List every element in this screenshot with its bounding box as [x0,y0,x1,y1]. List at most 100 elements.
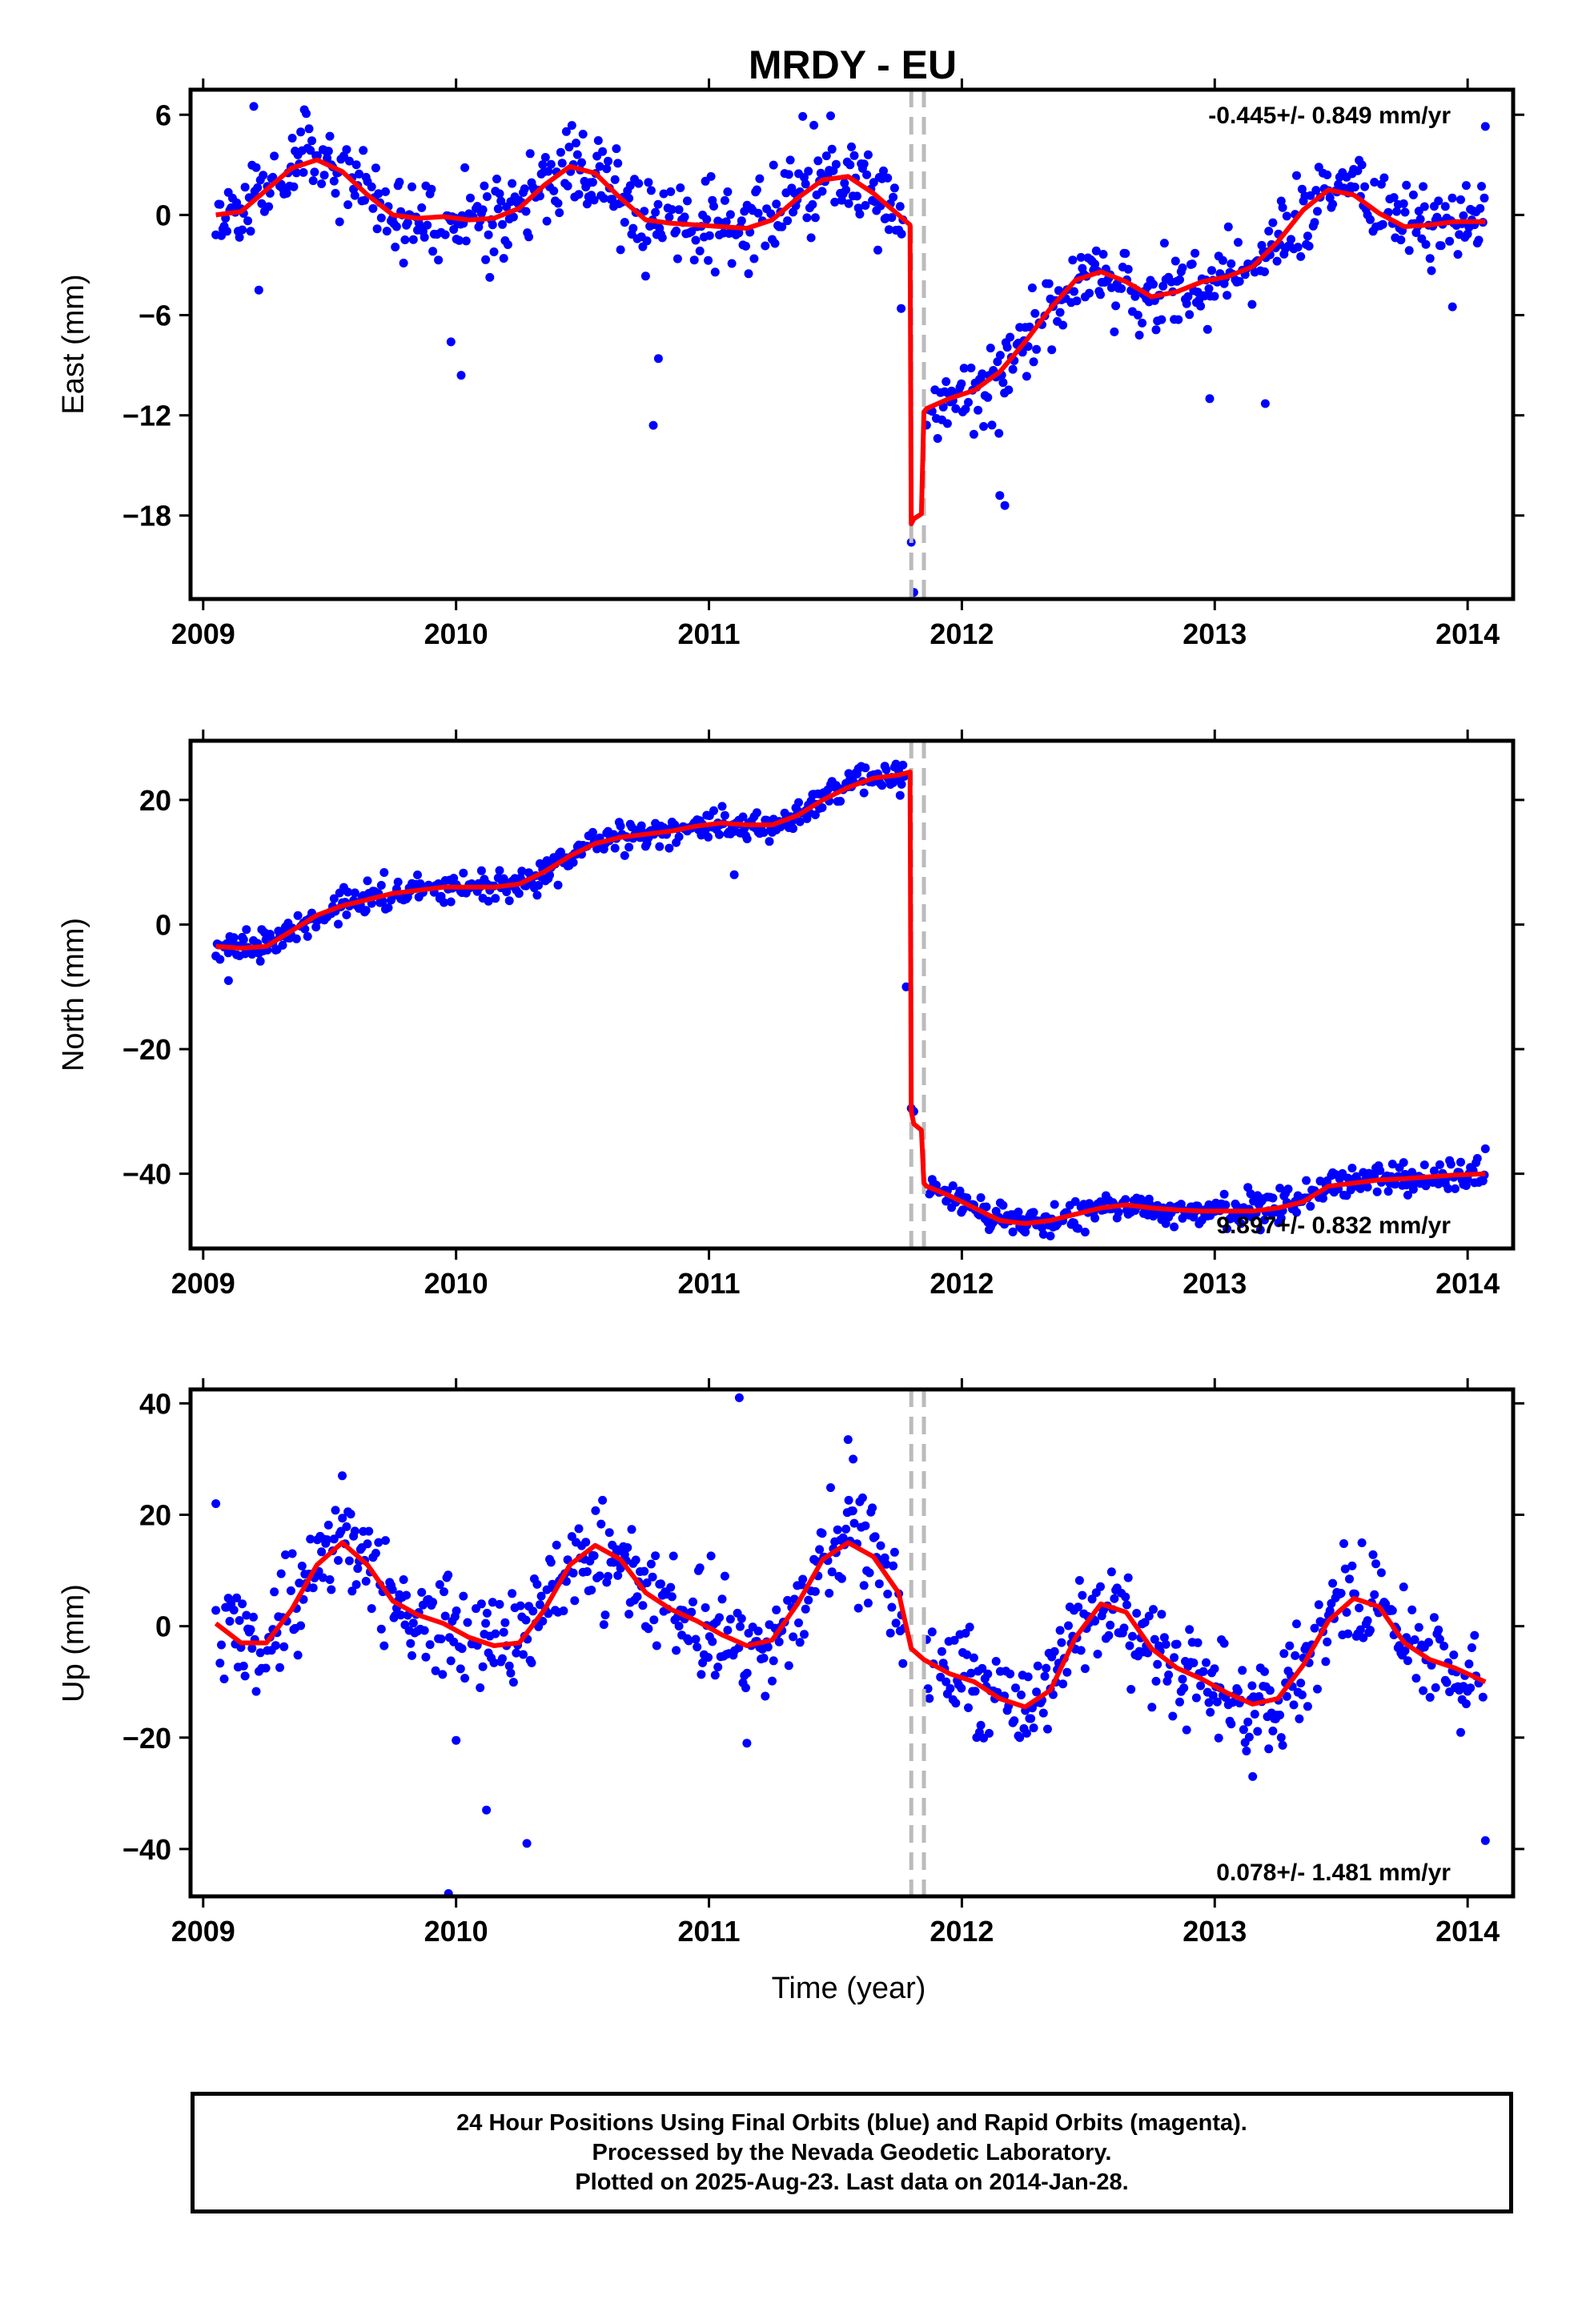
up-data-point [261,1663,271,1673]
east-data-point [343,200,353,210]
up-data-point [1336,1589,1346,1598]
up-data-point [1140,1618,1150,1627]
north-data-point [499,874,508,883]
y-tick-label: 0 [155,199,171,231]
east-data-point [1272,256,1282,266]
east-data-point [428,247,438,256]
up-data-point [431,1666,440,1675]
east-data-point [400,235,410,244]
up-data-point [1400,1646,1410,1655]
east-data-point [853,191,861,201]
north-data-point [1219,1189,1229,1199]
outlier-point [522,1839,532,1848]
east-data-point [691,235,701,245]
east-data-point [1096,290,1105,300]
up-data-point [1104,1630,1114,1640]
up-data-point [440,1587,448,1597]
east-data-point [1400,207,1410,217]
east-data-point [1459,211,1468,220]
up-data-point [708,1637,717,1647]
east-data-point [884,225,893,235]
up-data-point [1381,1599,1391,1609]
outlier-point [1447,302,1457,312]
up-data-point [444,1570,453,1580]
up-frame [188,1387,1516,1899]
up-data-point [1276,1733,1286,1743]
up-data-point [613,1570,623,1580]
up-data-point [1106,1567,1116,1577]
up-data-point [627,1525,636,1534]
east-data-point [434,255,444,265]
east-data-point [253,183,263,192]
east-data-point [344,156,354,166]
east-data-point [1070,287,1078,296]
north-data-point [504,896,514,906]
east-data-point [455,235,464,245]
east-data-point [1076,252,1086,262]
up-data-point [238,1599,247,1609]
east-data-point [1396,235,1406,245]
east-data-point [1360,182,1370,191]
up-data-point [1040,1671,1050,1681]
east-data-point [665,212,674,222]
east-data-point [1047,345,1057,355]
north-data-point [495,866,504,875]
east-data-point [942,377,951,386]
east-data-point [440,230,450,239]
east-data-point [1029,357,1038,367]
east-data-point [478,205,488,215]
north-data-point [363,876,372,886]
east-data-point [374,189,383,199]
up-data-point [1456,1727,1465,1737]
east-data-point [951,404,961,413]
east-data-point [813,156,823,166]
up-data-point [1087,1594,1097,1604]
east-data-point [593,136,603,145]
east-data-point [947,386,957,396]
east-data-point [542,216,552,226]
east-data-point [933,434,942,443]
north-data-point [1429,1166,1439,1176]
north-data-point [759,828,769,837]
north-data-point [1050,1200,1059,1209]
east-data-point [308,176,318,186]
up-data-point [804,1595,813,1605]
east-data-point [417,203,427,212]
outlier-point [338,1471,347,1481]
east-data-point [508,212,518,222]
up-data-point [689,1597,697,1606]
up-data-point [574,1524,584,1534]
east-data-point [831,159,841,169]
east-data-point [307,136,316,146]
east-data-point [215,199,225,209]
up-data-point [1313,1684,1322,1694]
up-data-point [246,1625,255,1634]
up-data-point [1038,1708,1048,1718]
east-data-point [1480,193,1489,203]
up-data-point [1214,1733,1223,1743]
east-data-point [873,245,882,255]
up-data-point [1478,1692,1488,1702]
north-data-point [898,760,908,770]
east-data-point [382,227,391,236]
up-data-point [691,1634,701,1644]
east-data-point [521,207,531,216]
footer-note: 24 Hour Positions Using Final Orbits (bl… [191,2092,1513,2213]
up-data-point [741,1683,750,1693]
up-data-point [519,1650,528,1659]
east-data-point [604,156,612,166]
north-data-point [704,832,713,842]
up-data-point [1151,1676,1161,1686]
outlier-point [897,304,906,313]
east-data-point [1303,231,1312,241]
up-data-point [950,1635,959,1645]
up-data-point [744,1628,753,1638]
y-tick-label: 6 [155,99,171,131]
east-data-point [1276,196,1286,206]
north-data-point [1255,1225,1265,1235]
north-data-point [229,933,239,943]
up-data-point [598,1495,608,1505]
outlier-point [653,354,663,364]
up-data-point [1310,1623,1319,1633]
